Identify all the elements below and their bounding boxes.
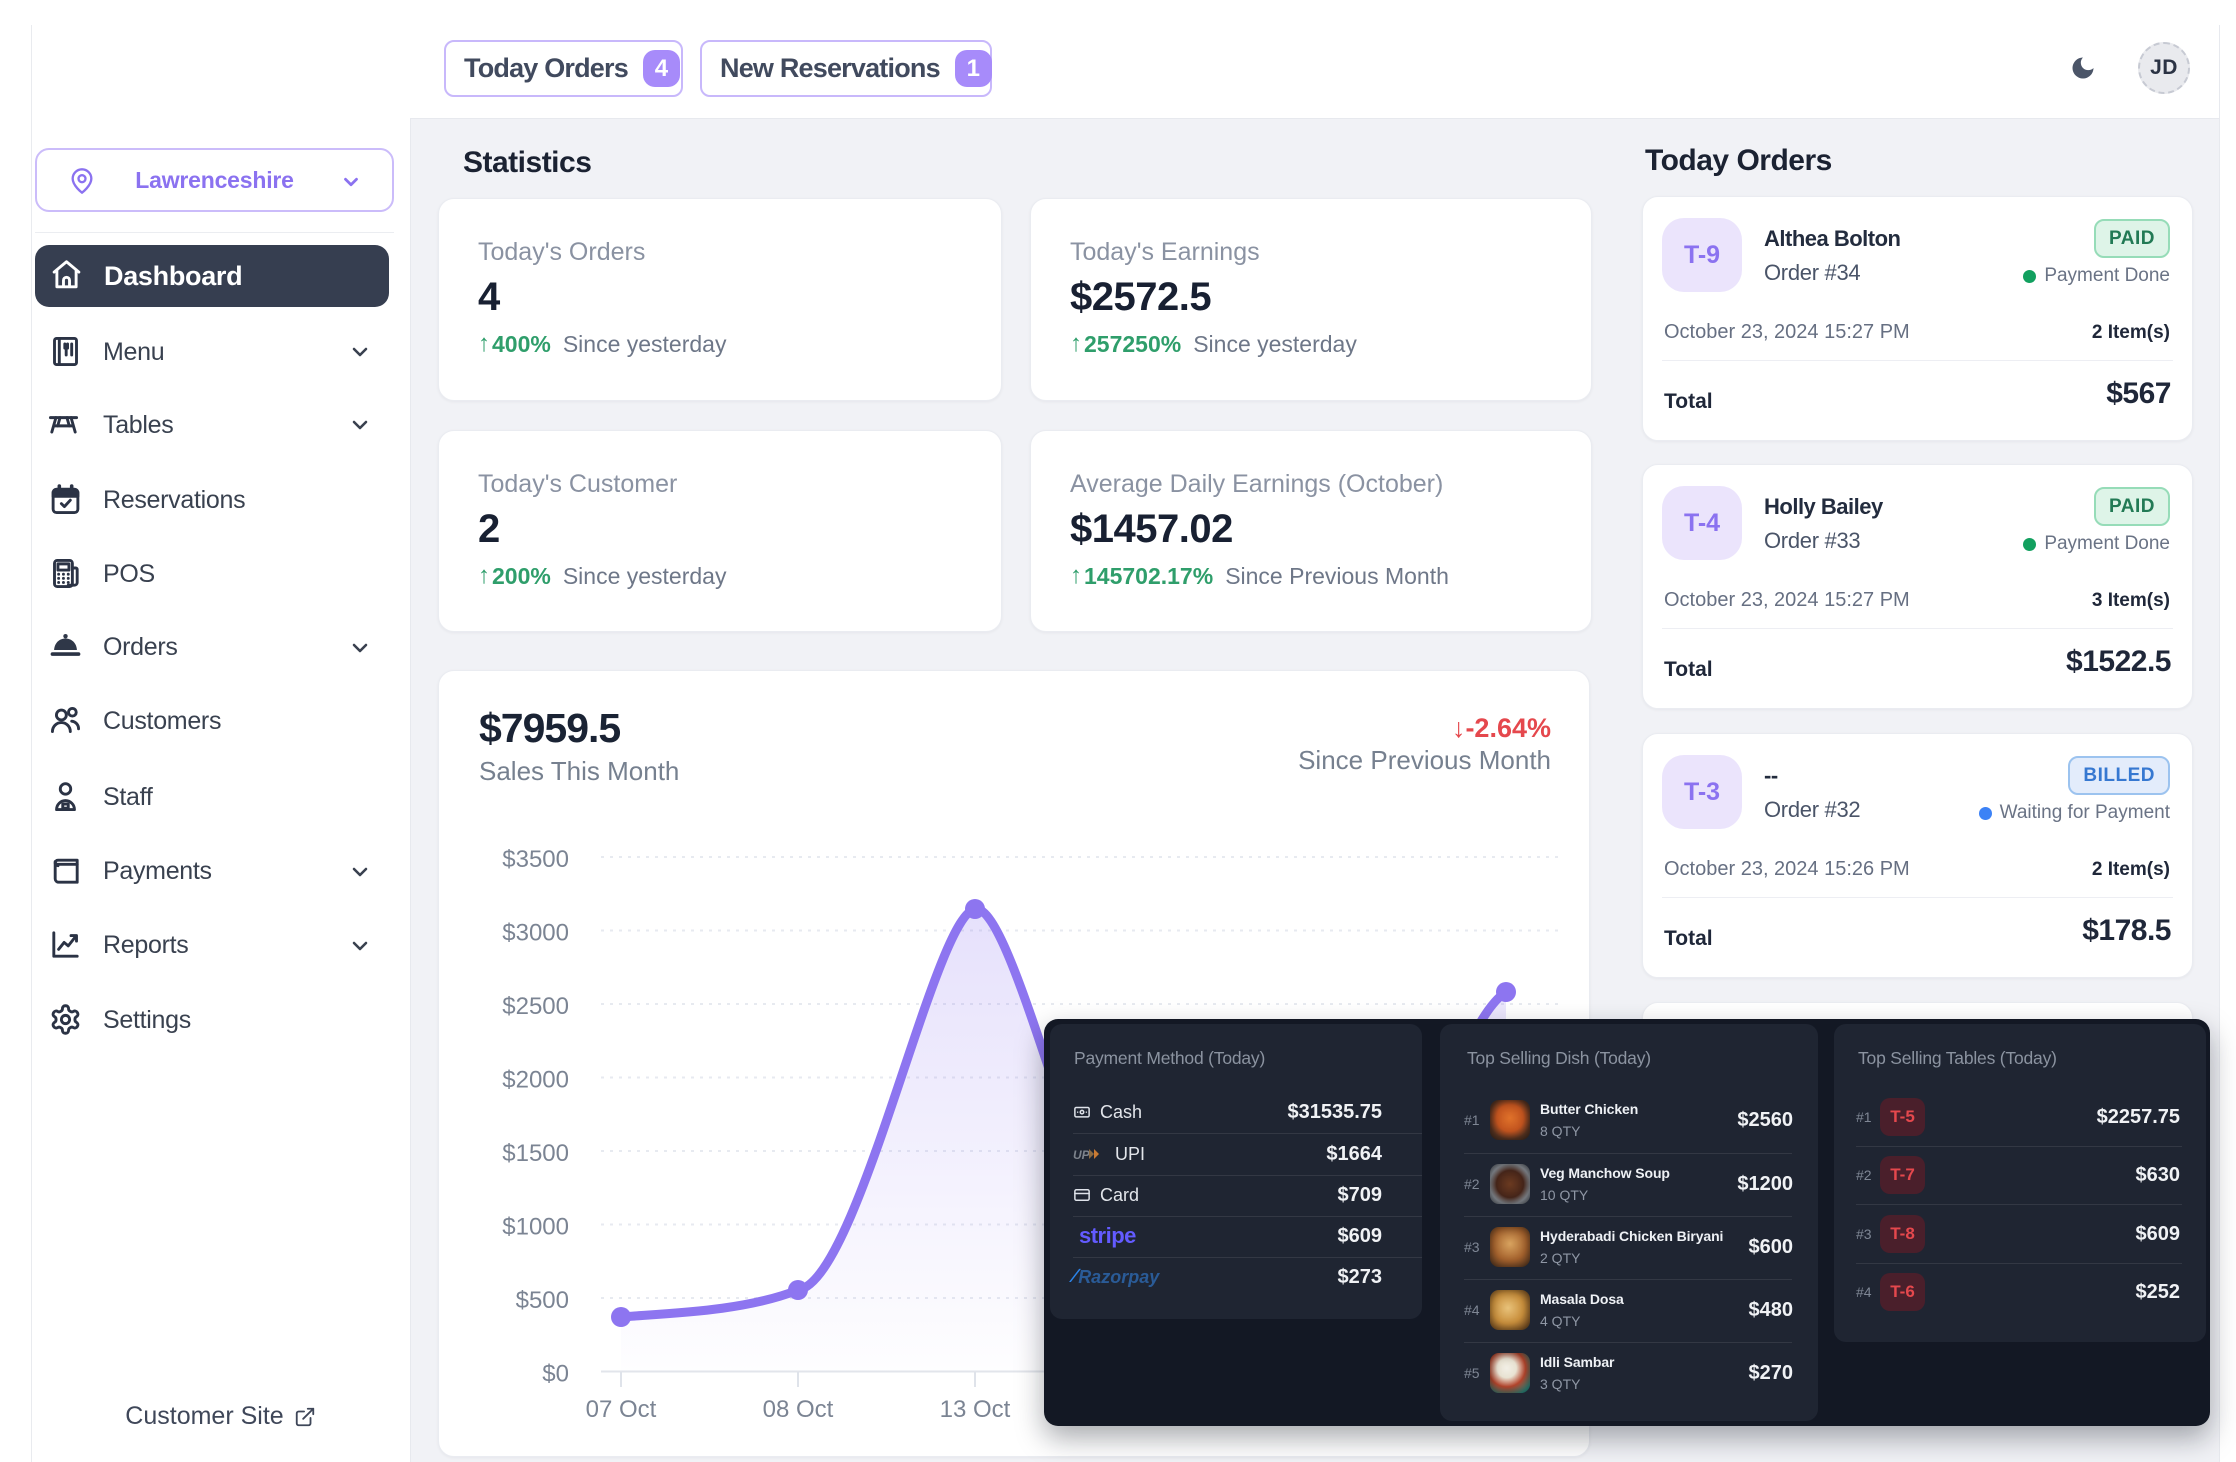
svg-text:$1500: $1500 <box>502 1140 569 1167</box>
svg-text:UP: UP <box>1073 1148 1091 1162</box>
svg-text:$3500: $3500 <box>502 846 569 873</box>
svg-text:08 Oct: 08 Oct <box>763 1396 834 1423</box>
svg-text:13 Oct: 13 Oct <box>940 1396 1011 1423</box>
svg-text:$1000: $1000 <box>502 1214 569 1241</box>
svg-text:$3000: $3000 <box>502 920 569 947</box>
svg-text:$500: $500 <box>516 1287 569 1314</box>
svg-text:07 Oct: 07 Oct <box>586 1396 657 1423</box>
svg-text:$2500: $2500 <box>502 993 569 1020</box>
svg-text:$0: $0 <box>542 1361 569 1388</box>
svg-text:$2000: $2000 <box>502 1067 569 1094</box>
